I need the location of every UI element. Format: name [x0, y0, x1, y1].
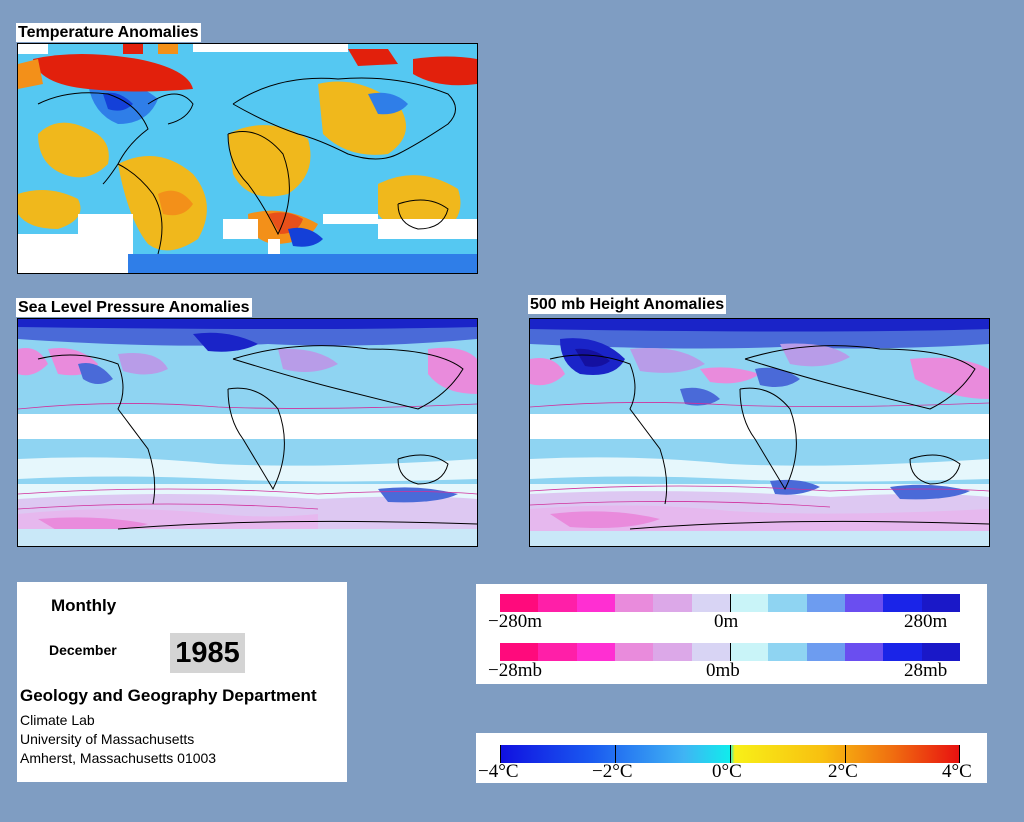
pressure-min-label: −28mb [488, 660, 542, 681]
info-panel: Monthly December 1985 Geology and Geogra… [17, 582, 347, 782]
height-anomaly-map [529, 318, 990, 547]
period-label: Monthly [51, 596, 117, 615]
slp-anomaly-map [17, 318, 478, 547]
department-label: Geology and Geography Department [20, 686, 317, 705]
temp-tick-4: 4°C [942, 761, 972, 782]
university-label: University of Massachusetts [20, 731, 195, 747]
temperature-map-title: Temperature Anomalies [16, 23, 201, 42]
pressure-mid-label: 0mb [706, 660, 740, 681]
temp-tick-minus2: −2°C [592, 761, 633, 782]
height-min-label: −280m [488, 611, 542, 632]
slp-map-title: Sea Level Pressure Anomalies [16, 298, 252, 317]
temperature-legend: −4°C −2°C 0°C 2°C 4°C [476, 733, 987, 783]
year-label: 1985 [170, 633, 245, 673]
height-max-label: 280m [904, 611, 948, 632]
height-color-bar [500, 594, 960, 612]
pressure-color-bar [500, 643, 960, 661]
lab-label: Climate Lab [20, 712, 95, 728]
height-map-title: 500 mb Height Anomalies [528, 295, 727, 314]
pressure-max-label: 28mb [904, 660, 948, 681]
temp-tick-minus4: −4°C [478, 761, 519, 782]
temp-tick-2: 2°C [828, 761, 858, 782]
height-pressure-legend: −280m 0m 280m −28mb 0mb 28mb [476, 584, 987, 684]
temperature-anomaly-map [17, 43, 478, 274]
address-label: Amherst, Massachusetts 01003 [20, 750, 217, 766]
height-mid-label: 0m [714, 611, 739, 632]
temp-tick-0: 0°C [712, 761, 742, 782]
month-label: December [49, 642, 117, 658]
